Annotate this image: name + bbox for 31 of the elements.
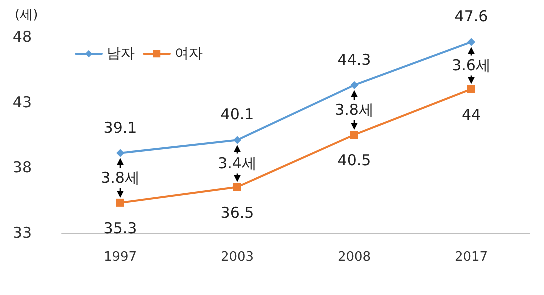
data-label: 35.3 xyxy=(104,219,138,238)
x-tick-label: 1997 xyxy=(104,250,138,265)
point xyxy=(234,183,242,192)
annotation: 3.8세 xyxy=(335,101,374,120)
point xyxy=(234,136,242,144)
point xyxy=(116,198,124,207)
annotation: 3.8세 xyxy=(101,169,140,188)
annotation: 3.4세 xyxy=(218,154,257,173)
data-label: 36.5 xyxy=(220,204,254,222)
data-label: 40.5 xyxy=(338,152,372,170)
point xyxy=(350,131,358,139)
x-tick-label: 2017 xyxy=(454,250,488,265)
point xyxy=(468,38,476,46)
point xyxy=(116,149,124,158)
x-tick-label: 2008 xyxy=(338,250,372,265)
annotation: 3.6세 xyxy=(452,56,491,75)
data-label: 40.1 xyxy=(220,106,254,124)
y-tick-label: 38 xyxy=(12,158,32,177)
legend-label: 여자 xyxy=(175,46,203,62)
legend-label: 남자 xyxy=(107,46,135,62)
x-tick-label: 2003 xyxy=(220,250,254,265)
y-axis-title: (세) xyxy=(15,8,38,23)
y-tick-label: 48 xyxy=(12,28,32,46)
point xyxy=(468,85,476,94)
point xyxy=(350,81,358,90)
y-tick-label: 33 xyxy=(12,224,32,242)
data-label: 39.1 xyxy=(104,118,138,137)
data-label: 44.3 xyxy=(338,50,372,69)
y-tick-label: 43 xyxy=(12,93,32,112)
data-label: 47.6 xyxy=(454,8,488,26)
data-label: 44 xyxy=(462,106,482,124)
